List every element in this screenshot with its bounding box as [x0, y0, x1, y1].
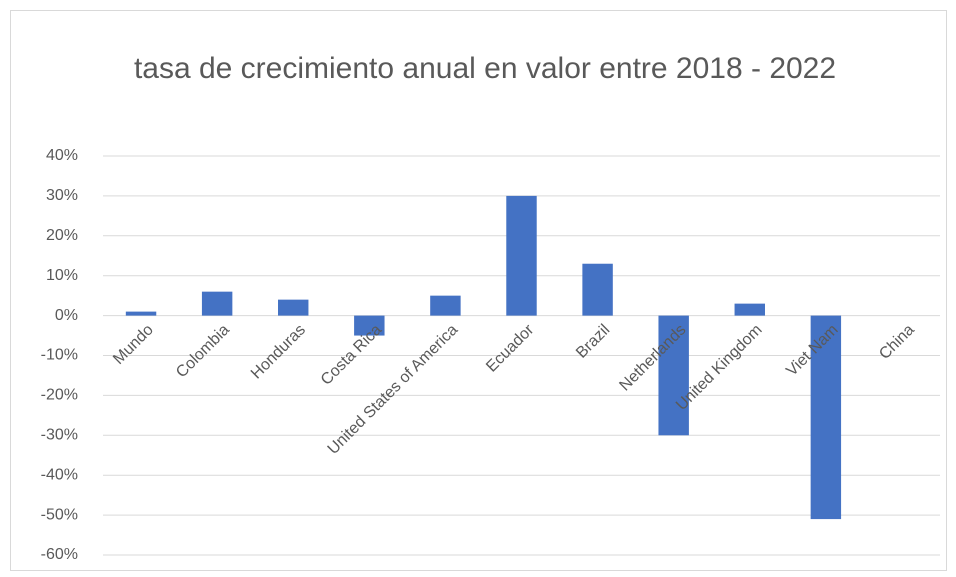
y-tick-label: -10% [41, 347, 78, 364]
bar [201, 291, 233, 316]
bar [506, 195, 537, 316]
chart-frame [10, 10, 947, 571]
bar [125, 311, 157, 316]
y-tick-label: -30% [41, 427, 78, 444]
title-box: tasa de crecimiento anual en valor entre… [133, 52, 837, 85]
bar [810, 315, 842, 520]
bar [278, 299, 309, 316]
y-tick-label: -50% [41, 506, 78, 523]
y-tick-label: -20% [41, 387, 78, 404]
chart-title: tasa de crecimiento anual en valor entre… [133, 52, 837, 85]
bar [430, 295, 461, 316]
y-tick-label: 20% [46, 227, 78, 244]
bar [734, 303, 765, 316]
y-tick-label: 0% [55, 307, 78, 324]
y-tick-label: 10% [46, 267, 78, 284]
y-tick-label: -60% [41, 546, 78, 563]
bar [354, 315, 385, 336]
bar [658, 315, 689, 436]
y-tick-label: -40% [41, 466, 78, 483]
bar [582, 263, 613, 316]
y-tick-label: 40% [46, 147, 78, 164]
y-tick-label: 30% [46, 187, 78, 204]
